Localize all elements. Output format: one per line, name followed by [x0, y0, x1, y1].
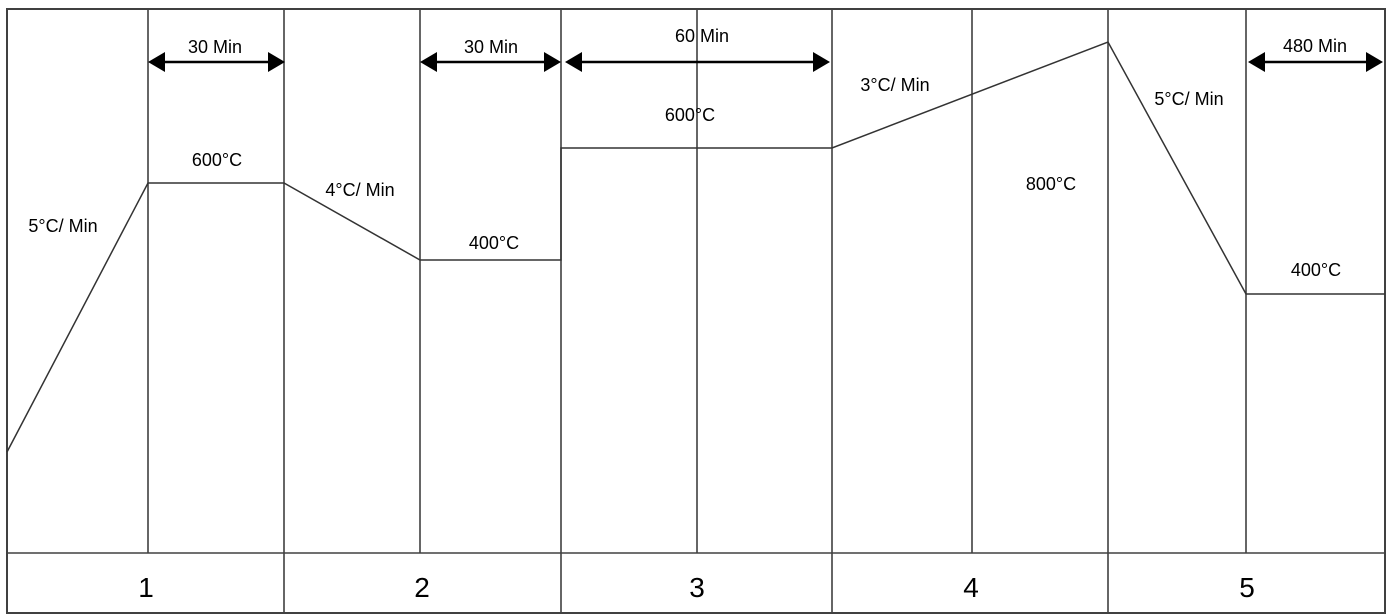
rate-label: 3°C/ Min: [860, 75, 929, 95]
rate-label: 5°C/ Min: [1154, 89, 1223, 109]
duration-arrow: [565, 52, 830, 72]
duration-label: 60 Min: [675, 26, 729, 46]
duration-label: 30 Min: [464, 37, 518, 57]
rate-label: 4°C/ Min: [325, 180, 394, 200]
stage-number: 1: [138, 572, 154, 603]
duration-label: 480 Min: [1283, 36, 1347, 56]
temperature-profile-line: [6, 41, 1385, 453]
temperature-label: 600°C: [665, 105, 715, 125]
temperature-label: 600°C: [192, 150, 242, 170]
temperature-label: 400°C: [469, 233, 519, 253]
rate-label: 5°C/ Min: [28, 216, 97, 236]
duration-arrow: [1248, 52, 1383, 72]
temperature-label: 800°C: [1026, 174, 1076, 194]
diagram-frame: [6, 8, 1386, 614]
duration-arrow: [148, 52, 285, 72]
stage-number: 5: [1239, 572, 1255, 603]
stage-number: 2: [414, 572, 430, 603]
temperature-label: 400°C: [1291, 260, 1341, 280]
stage-number: 4: [963, 572, 979, 603]
duration-arrow: [420, 52, 561, 72]
duration-label: 30 Min: [188, 37, 242, 57]
stage-number: 3: [689, 572, 705, 603]
